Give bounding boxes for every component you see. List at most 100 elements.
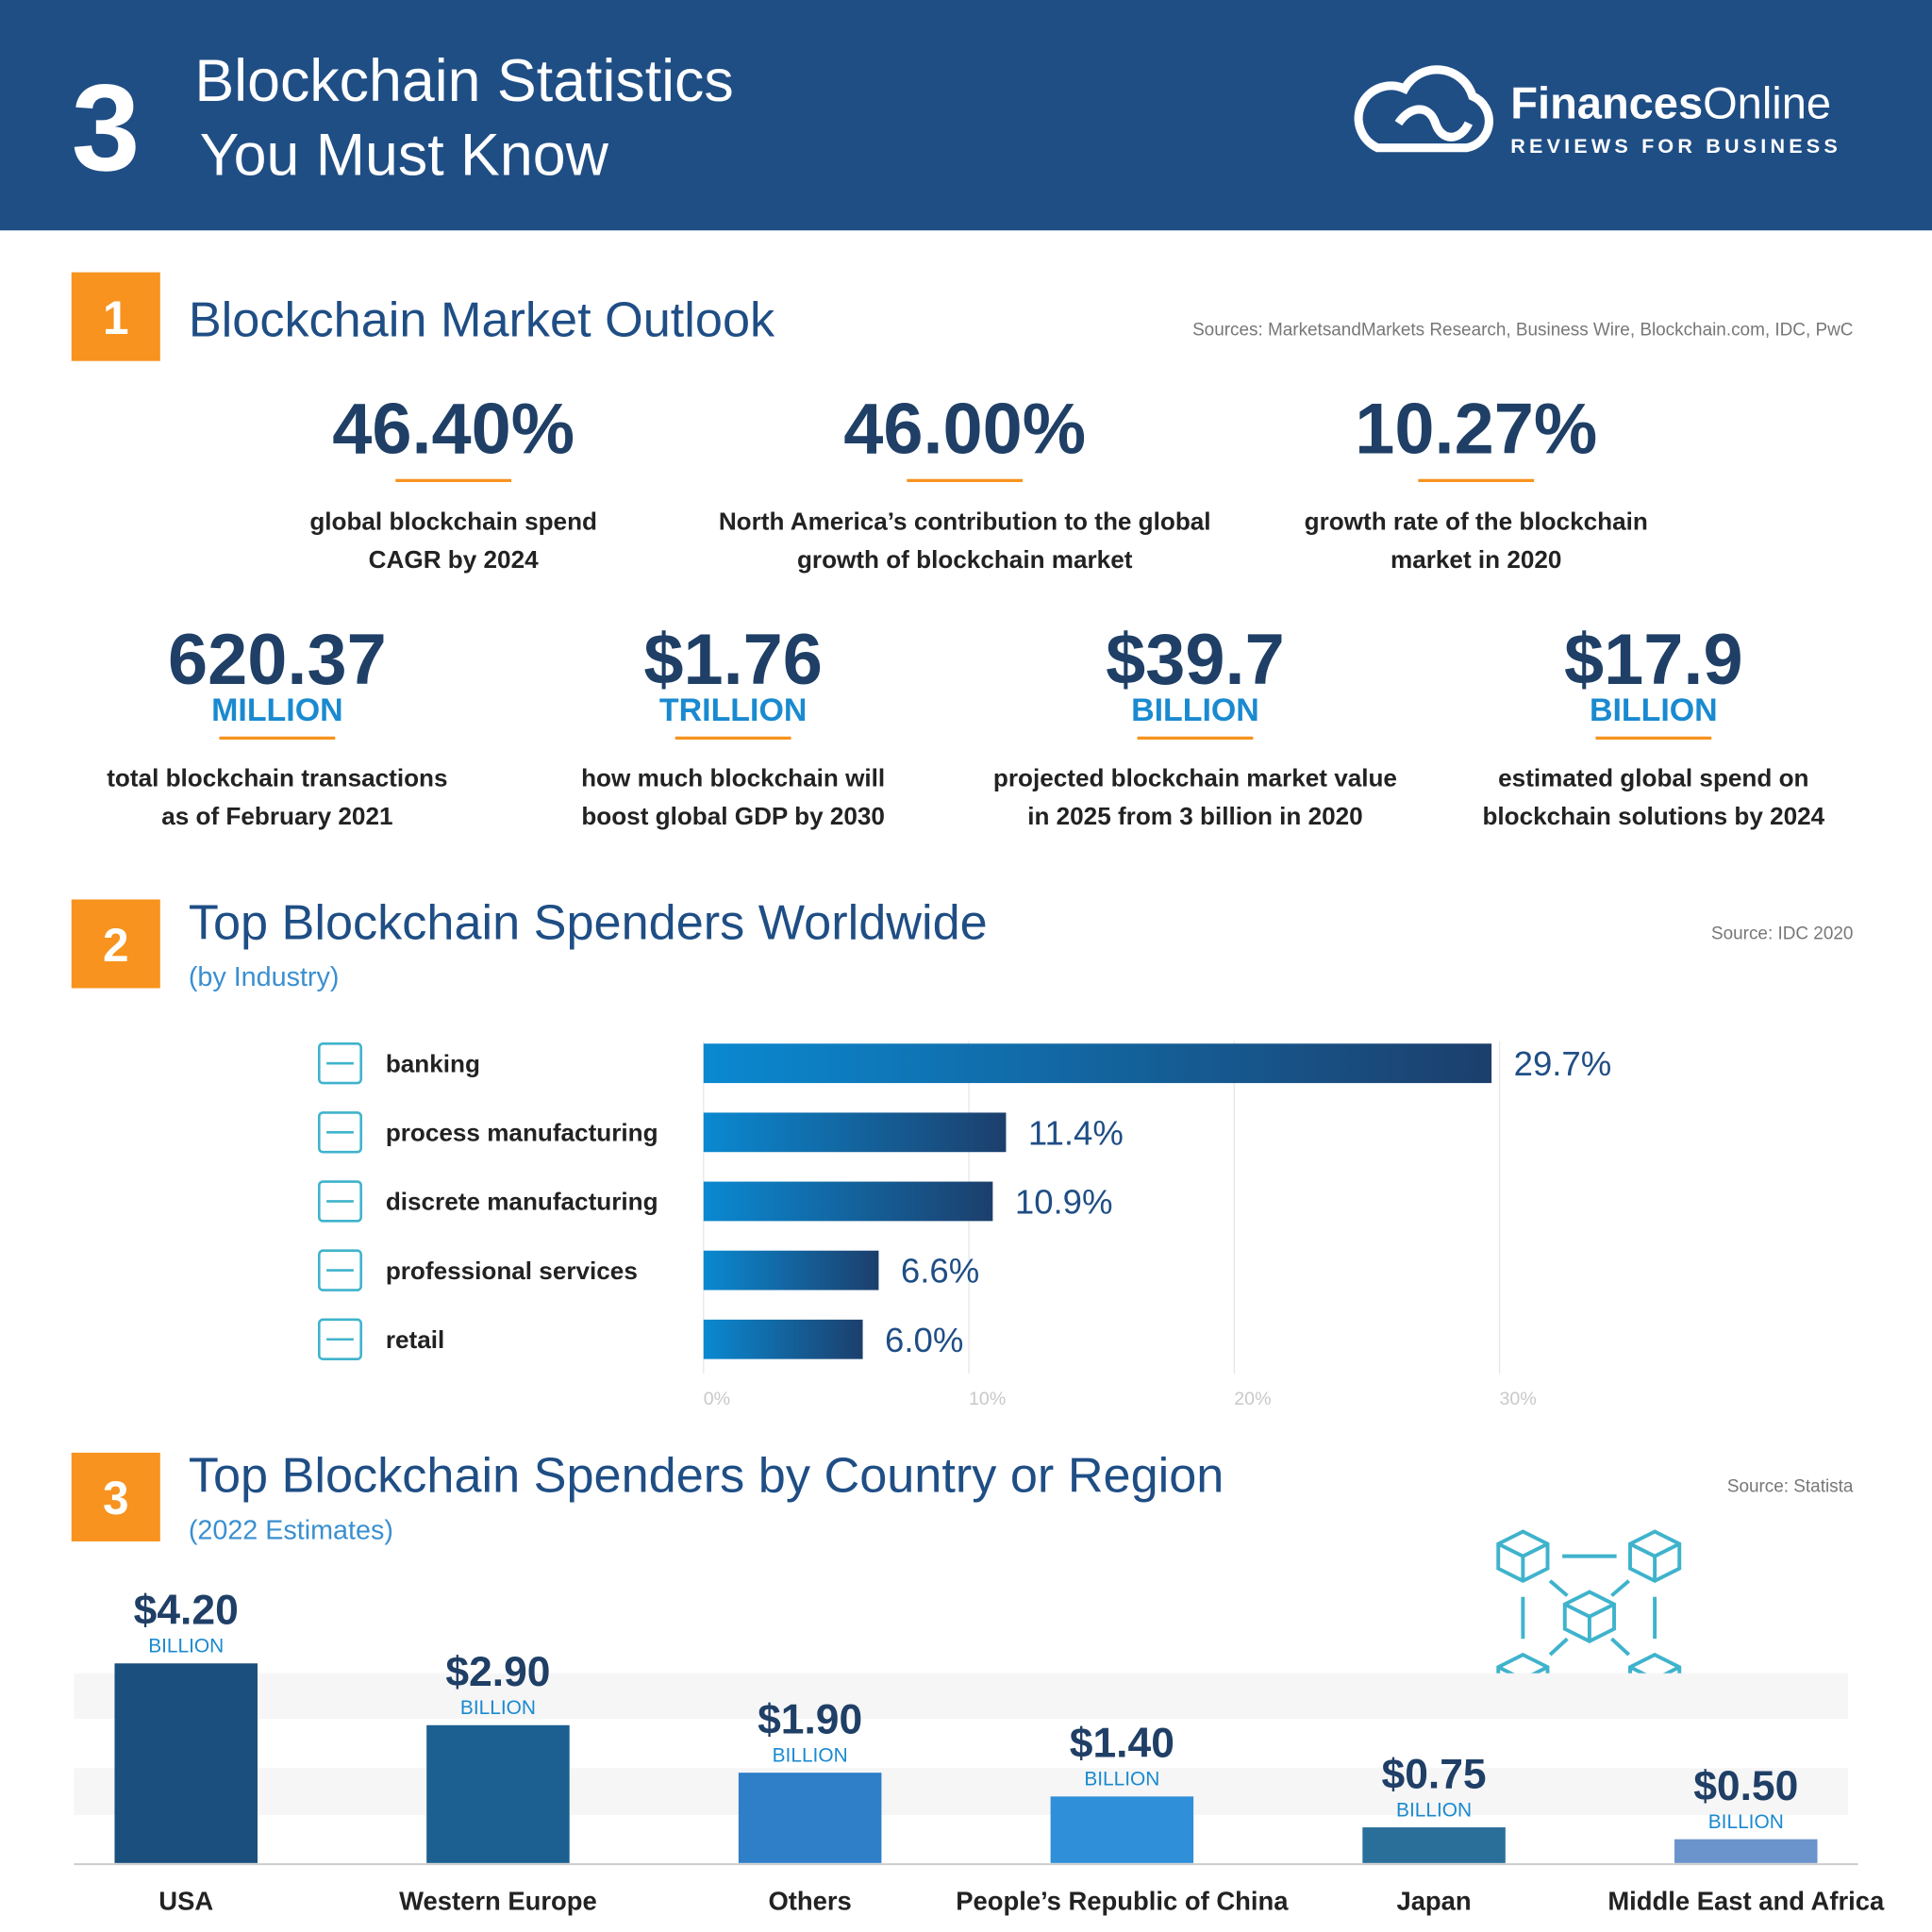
header-title: Blockchain Statistics: [194, 48, 733, 114]
stat-description: market in 2020: [1391, 545, 1561, 574]
section-number: 3: [103, 1472, 129, 1524]
background-stripe: [74, 1673, 1849, 1720]
category-label: Middle East and Africa: [1607, 1886, 1885, 1915]
value-label: $1.90: [758, 1696, 862, 1742]
stat-value: 46.40%: [332, 390, 575, 470]
industry-icon: [317, 1249, 362, 1291]
category-label: banking: [386, 1049, 480, 1077]
brand-bold: Finances: [1510, 77, 1703, 127]
value-label: $1.40: [1070, 1721, 1174, 1767]
value-unit: BILLION: [1396, 1799, 1472, 1821]
stat-description: how much blockchain will: [581, 763, 885, 791]
bar: [1050, 1796, 1194, 1863]
stat-unit: MILLION: [211, 692, 343, 728]
category-label: process manufacturing: [386, 1118, 658, 1146]
stat-description: as of February 2021: [161, 802, 392, 830]
value-label: 11.4%: [1028, 1113, 1124, 1152]
stat-description: boost global GDP by 2030: [581, 802, 885, 830]
section-subtitle: (by Industry): [189, 962, 340, 992]
bar: [703, 1112, 1007, 1153]
section-title: Top Blockchain Spenders by Country or Re…: [189, 1449, 1224, 1504]
stat-value: $1.76: [643, 620, 823, 700]
value-label: 6.0%: [885, 1321, 963, 1359]
value-label: $2.90: [445, 1649, 550, 1695]
category-label: retail: [386, 1325, 444, 1354]
header-band: [0, 0, 1932, 231]
category-label: Japan: [1396, 1886, 1471, 1915]
header-number: 3: [72, 58, 141, 196]
bar: [703, 1043, 1492, 1084]
value-unit: BILLION: [773, 1744, 848, 1766]
cube: [1496, 1529, 1550, 1583]
stat-description: growth rate of the blockchain: [1305, 508, 1648, 536]
bar: [703, 1181, 993, 1222]
stat-value: 46.00%: [843, 390, 1086, 470]
section-source: Source: Statista: [1727, 1477, 1854, 1497]
stat-description: growth of blockchain market: [797, 545, 1133, 574]
stat-unit: BILLION: [1590, 692, 1718, 728]
industry-icon: [317, 1111, 362, 1154]
stat-value: 10.27%: [1355, 390, 1597, 470]
stat-unit: TRILLION: [659, 692, 807, 728]
section-number: 1: [103, 291, 129, 344]
stat-description: global blockchain spend: [309, 508, 597, 536]
section-badge: [71, 899, 160, 989]
category-label: Others: [768, 1886, 851, 1915]
stat-value: $17.9: [1564, 620, 1743, 700]
cube: [1628, 1529, 1682, 1583]
brand-name: FinancesOnline: [1510, 77, 1831, 127]
bar: [738, 1773, 882, 1863]
industry-icon: [317, 1180, 362, 1223]
background-stripe: [74, 1768, 1849, 1815]
value-label: $4.20: [134, 1587, 239, 1633]
section-title: Blockchain Market Outlook: [189, 293, 775, 348]
section-badge: [71, 272, 160, 361]
value-label: 10.9%: [1015, 1183, 1113, 1222]
stat-description: in 2025 from 3 billion in 2020: [1027, 802, 1363, 830]
logo-cloud: [1354, 65, 1493, 153]
section-source: Source: IDC 2020: [1711, 924, 1853, 943]
x-tick-label: 20%: [1234, 1389, 1271, 1409]
value-label: 6.6%: [901, 1252, 979, 1291]
header-title: You Must Know: [200, 122, 609, 188]
stat-description: total blockchain transactions: [107, 763, 447, 791]
value-label: $0.50: [1693, 1763, 1798, 1809]
bar: [426, 1724, 570, 1863]
stat-value: 620.37: [168, 620, 387, 700]
stat-value: $39.7: [1106, 620, 1285, 700]
value-unit: BILLION: [148, 1636, 224, 1657]
section-badge: [71, 1452, 160, 1541]
brand-logo: [1354, 65, 1493, 153]
bar: [1362, 1827, 1506, 1863]
value-unit: BILLION: [1708, 1811, 1784, 1833]
value-unit: BILLION: [1084, 1769, 1159, 1790]
category-label: professional services: [386, 1257, 638, 1285]
category-label: Western Europe: [399, 1886, 597, 1915]
bar: [703, 1250, 879, 1291]
bar: [703, 1319, 863, 1359]
x-tick-label: 30%: [1500, 1389, 1537, 1409]
stat-description: estimated global spend on: [1498, 763, 1808, 791]
bar: [114, 1663, 258, 1863]
value-label: 29.7%: [1514, 1044, 1612, 1083]
industry-icon: [317, 1041, 362, 1085]
stat-unit: BILLION: [1131, 692, 1259, 728]
section-source: Sources: MarketsandMarkets Research, Bus…: [1192, 320, 1853, 340]
x-tick-label: 10%: [969, 1389, 1006, 1409]
value-unit: BILLION: [460, 1697, 536, 1719]
section-title: Top Blockchain Spenders Worldwide: [189, 895, 988, 950]
cube: [1562, 1590, 1616, 1643]
stat-description: blockchain solutions by 2024: [1482, 802, 1824, 830]
stat-description: North America’s contribution to the glob…: [719, 508, 1211, 536]
value-label: $0.75: [1382, 1751, 1487, 1797]
section-subtitle: (2022 Estimates): [189, 1515, 393, 1545]
logo-loop: [1394, 105, 1474, 142]
brand-light: Online: [1703, 77, 1831, 127]
category-label: USA: [158, 1886, 213, 1915]
section-number: 2: [103, 919, 129, 972]
industry-icon: [317, 1318, 362, 1360]
category-label: discrete manufacturing: [386, 1188, 658, 1216]
x-tick-label: 0%: [704, 1389, 730, 1409]
